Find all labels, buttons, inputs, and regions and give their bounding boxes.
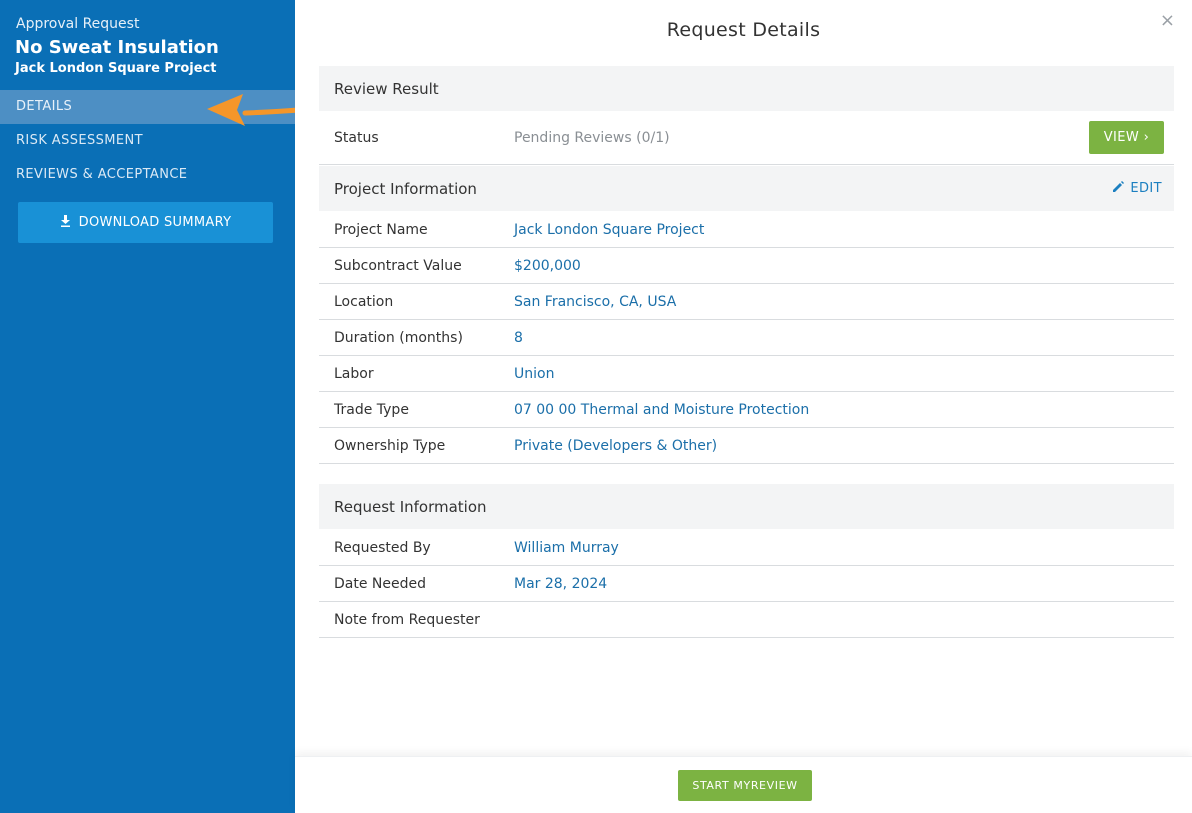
row-value[interactable]: 07 00 00 Thermal and Moisture Protection — [514, 401, 810, 418]
nav-item-details[interactable]: DETAILS — [0, 90, 295, 124]
footer-bar: START MYREVIEW — [295, 756, 1192, 813]
table-row: Duration (months) 8 — [319, 320, 1174, 356]
row-label: Ownership Type — [334, 437, 446, 454]
sidebar-kicker: Approval Request — [16, 16, 140, 32]
table-row: Requested By William Murray — [319, 530, 1174, 566]
row-label: Duration (months) — [334, 329, 463, 346]
status-row: Status Pending Reviews (0/1) VIEW › — [319, 111, 1174, 165]
view-button[interactable]: VIEW › — [1089, 121, 1164, 154]
table-row: Subcontract Value $200,000 — [319, 248, 1174, 284]
table-row: Trade Type 07 00 00 Thermal and Moisture… — [319, 392, 1174, 428]
download-summary-button[interactable]: DOWNLOAD SUMMARY — [18, 202, 273, 243]
row-label: Trade Type — [334, 401, 409, 418]
review-result-header: Review Result — [319, 66, 1174, 111]
row-value[interactable]: $200,000 — [514, 257, 581, 274]
request-details-panel: Request Details × Review Result Status P… — [295, 0, 1192, 813]
row-label: Date Needed — [334, 575, 426, 592]
row-label: Requested By — [334, 539, 431, 556]
row-value[interactable]: 8 — [514, 329, 523, 346]
row-value[interactable]: Private (Developers & Other) — [514, 437, 718, 454]
page-title: Request Details — [666, 19, 821, 41]
project-name: Jack London Square Project — [15, 61, 217, 76]
table-row: Note from Requester — [319, 602, 1174, 638]
row-value[interactable]: San Francisco, CA, USA — [514, 293, 677, 310]
close-icon[interactable]: × — [1159, 10, 1175, 31]
download-icon — [60, 214, 71, 231]
table-row: Labor Union — [319, 356, 1174, 392]
row-label: Project Name — [334, 221, 428, 238]
nav-item-risk-assessment[interactable]: RISK ASSESSMENT — [16, 133, 143, 148]
row-label: Location — [334, 293, 394, 310]
pencil-icon — [1112, 180, 1125, 197]
row-label: Subcontract Value — [334, 257, 462, 274]
company-name: No Sweat Insulation — [15, 37, 219, 58]
row-value[interactable]: Jack London Square Project — [514, 221, 705, 238]
sidebar: Approval Request No Sweat Insulation Jac… — [0, 0, 295, 813]
row-label: Note from Requester — [334, 611, 480, 628]
table-row: Date Needed Mar 28, 2024 — [319, 566, 1174, 602]
row-value[interactable]: Mar 28, 2024 — [514, 575, 608, 592]
row-value[interactable]: William Murray — [514, 539, 619, 556]
edit-label: EDIT — [1130, 181, 1162, 196]
start-myreview-button[interactable]: START MYREVIEW — [678, 770, 812, 801]
request-information-heading: Request Information — [334, 497, 487, 516]
request-information-header: Request Information — [319, 484, 1174, 529]
status-label: Status — [334, 129, 379, 146]
download-summary-label: DOWNLOAD SUMMARY — [78, 215, 232, 230]
status-value: Pending Reviews (0/1) — [514, 129, 670, 146]
project-information-header: Project Information EDIT — [319, 166, 1174, 211]
table-row: Location San Francisco, CA, USA — [319, 284, 1174, 320]
row-label: Labor — [334, 365, 374, 382]
project-information-heading: Project Information — [334, 179, 477, 198]
review-result-heading: Review Result — [334, 79, 439, 98]
edit-button[interactable]: EDIT — [1112, 166, 1162, 211]
row-value[interactable]: Union — [514, 365, 555, 382]
nav-item-reviews-acceptance[interactable]: REVIEWS & ACCEPTANCE — [16, 167, 188, 182]
table-row: Project Name Jack London Square Project — [319, 212, 1174, 248]
table-row: Ownership Type Private (Developers & Oth… — [319, 428, 1174, 464]
